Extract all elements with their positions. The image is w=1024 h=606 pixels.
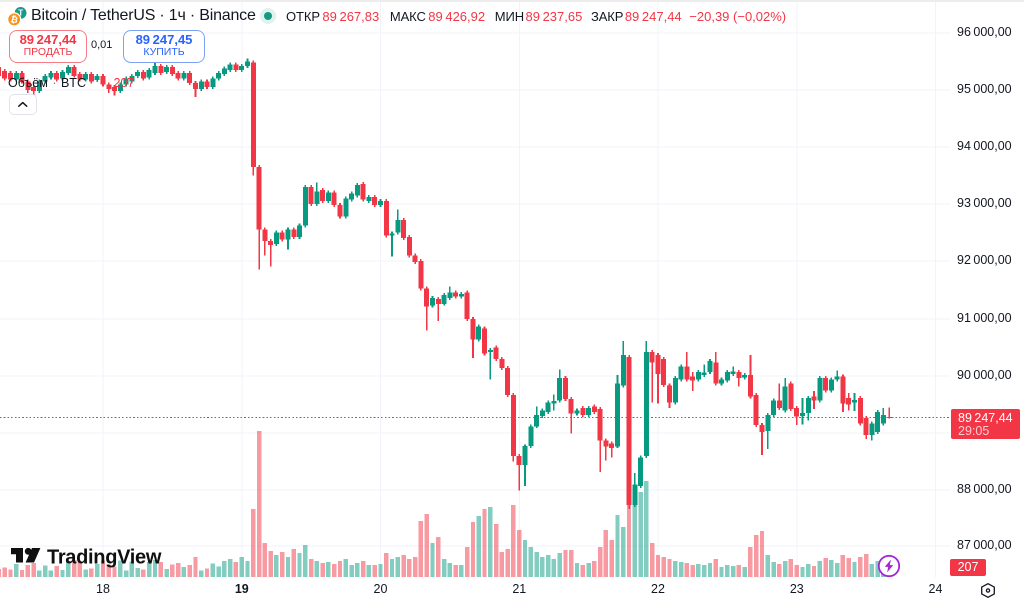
svg-text:₿: ₿	[10, 14, 19, 25]
svg-text:TradingView: TradingView	[47, 547, 162, 569]
svg-text:T: T	[18, 8, 23, 17]
